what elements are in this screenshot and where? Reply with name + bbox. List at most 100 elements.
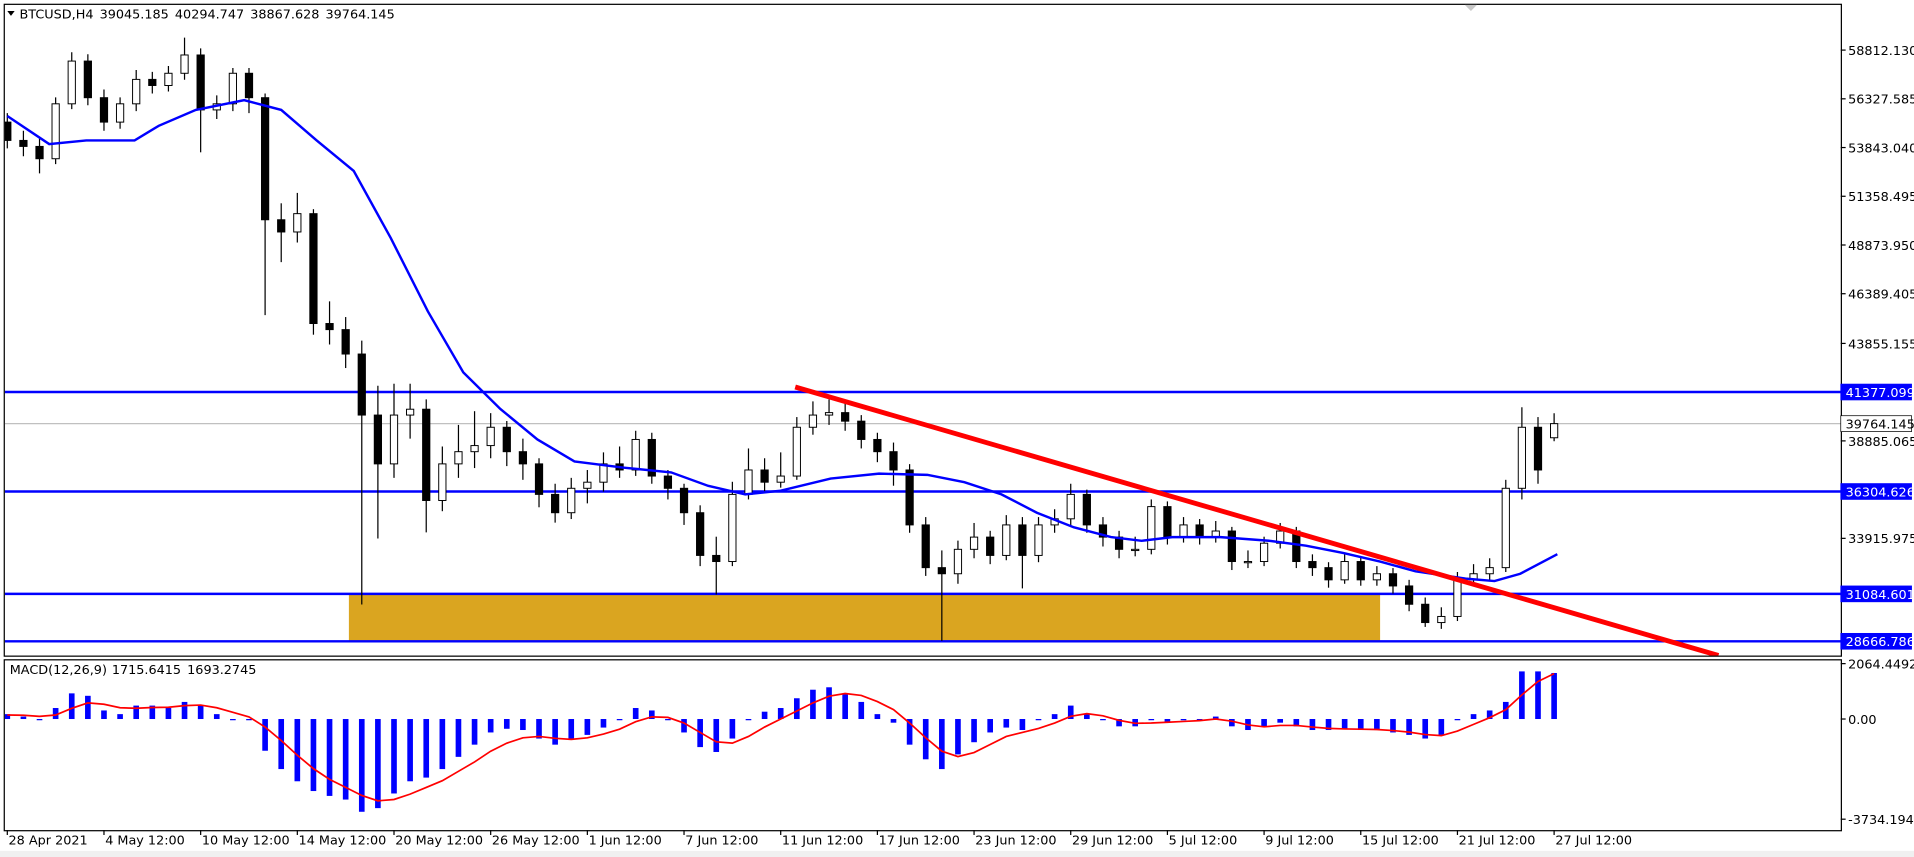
- candle-body: [663, 475, 673, 489]
- y-tick-label: 48873.950: [1848, 239, 1914, 254]
- x-tick-label: 29 Jun 12:00: [1072, 834, 1153, 849]
- moving-average: [6, 98, 1558, 583]
- candle-body: [1034, 524, 1043, 556]
- candle-body: [1195, 524, 1204, 538]
- candle-body: [228, 72, 237, 105]
- ohlc-value: 39045.185: [100, 7, 169, 22]
- macd-bar: [1116, 719, 1122, 727]
- macd-bar: [745, 719, 752, 721]
- current-price-label: 39764.145: [1846, 418, 1914, 433]
- candle-body: [1340, 561, 1349, 581]
- candle-body: [567, 487, 576, 514]
- candle-body: [696, 512, 705, 556]
- macd-bar: [133, 705, 140, 720]
- macd-bar: [1051, 714, 1058, 720]
- candle-body: [551, 493, 560, 514]
- macd-bar: [181, 701, 188, 720]
- candle-body: [1147, 506, 1156, 550]
- level-label: 28666.786: [1846, 635, 1914, 650]
- macd-bar: [874, 714, 881, 720]
- candle-body: [1421, 603, 1430, 624]
- candle-body: [277, 219, 286, 233]
- macd-bar: [1374, 719, 1380, 731]
- level-label: 41377.099: [1846, 386, 1914, 401]
- current-price-label-box: [1840, 415, 1912, 432]
- support-zone: [348, 593, 1381, 642]
- macd-y-tick-label: 2064.4492: [1848, 658, 1914, 673]
- candle-body: [534, 463, 544, 495]
- candle-body: [921, 524, 930, 569]
- header: BTCUSD,H4 39045.185 40294.747 38867.628 3976…: [20, 7, 395, 22]
- macd-bar: [278, 719, 285, 770]
- candle-body: [1082, 493, 1091, 526]
- candle-body: [1533, 426, 1543, 471]
- macd-bar: [1486, 710, 1493, 720]
- macd-bar: [375, 719, 381, 809]
- trendline: [794, 384, 1720, 656]
- x-tick-label: 1 Jun 12:00: [589, 834, 662, 849]
- macd-bar: [1003, 719, 1010, 728]
- macd-bar: [471, 719, 478, 745]
- candle-body: [1259, 542, 1269, 563]
- macd-bar: [713, 719, 720, 752]
- macd-bar: [165, 708, 172, 720]
- y-tick-label: 51358.495: [1848, 190, 1914, 205]
- tab-strip: [0, 850, 1914, 857]
- candle-body: [776, 475, 785, 483]
- macd-bar: [971, 719, 977, 743]
- candle-body: [244, 72, 254, 99]
- x-tick-label: 17 Jun 12:00: [879, 834, 960, 849]
- candle-body: [824, 412, 834, 416]
- candle-body: [760, 469, 769, 483]
- candle-body: [325, 323, 334, 331]
- candle-body: [260, 97, 270, 221]
- macd-bar: [1212, 716, 1219, 720]
- macd-bar: [1148, 719, 1155, 721]
- macd-bar: [1454, 719, 1461, 721]
- candle-body: [1131, 548, 1140, 552]
- y-tick-label: 33915.975: [1848, 532, 1914, 547]
- candle-body: [1453, 579, 1462, 617]
- macd-bar: [1196, 719, 1203, 721]
- candle-body: [164, 72, 173, 86]
- macd-bar: [1035, 719, 1042, 721]
- candle-body: [99, 97, 109, 123]
- macd-bar: [85, 695, 91, 720]
- candle-body: [1227, 530, 1236, 563]
- menu-triangle[interactable]: [7, 11, 15, 16]
- candle-body: [1066, 493, 1075, 520]
- macd-bar: [600, 719, 607, 728]
- macd-bar: [1406, 719, 1412, 735]
- level-label-box: [1840, 383, 1912, 401]
- x-tick-label: 11 Jun 12:00: [782, 834, 863, 849]
- macd-bar: [1277, 719, 1284, 723]
- macd-bar: [68, 693, 75, 720]
- candle-body: [792, 426, 801, 477]
- macd-bar: [503, 719, 510, 729]
- macd-bar: [632, 708, 639, 720]
- candle-body: [679, 487, 689, 514]
- macd-bar: [858, 701, 865, 720]
- candle-body: [357, 353, 366, 416]
- macd-bar: [36, 719, 43, 721]
- candle-body: [631, 438, 640, 471]
- macd-bar: [1180, 719, 1187, 721]
- x-tick-label: 14 May 12:00: [299, 834, 387, 849]
- x-tick-label: 23 Jun 12:00: [975, 834, 1056, 849]
- macd-bar: [616, 719, 623, 721]
- candle-body: [728, 493, 737, 563]
- macd-bar: [439, 719, 446, 770]
- macd-frame: [3, 659, 1842, 832]
- macd-bar: [391, 719, 397, 794]
- macd-y-tick-label: -3734.194: [1848, 813, 1914, 828]
- signal-value: 1693.2745: [187, 663, 256, 678]
- candle-body: [373, 414, 383, 465]
- candle-body: [744, 469, 753, 495]
- candle-body: [1372, 573, 1381, 581]
- x-tick-label: 28 Apr 2021: [9, 834, 88, 849]
- macd-bar: [729, 719, 736, 739]
- candle-body: [1179, 524, 1188, 538]
- candle-body: [389, 414, 399, 465]
